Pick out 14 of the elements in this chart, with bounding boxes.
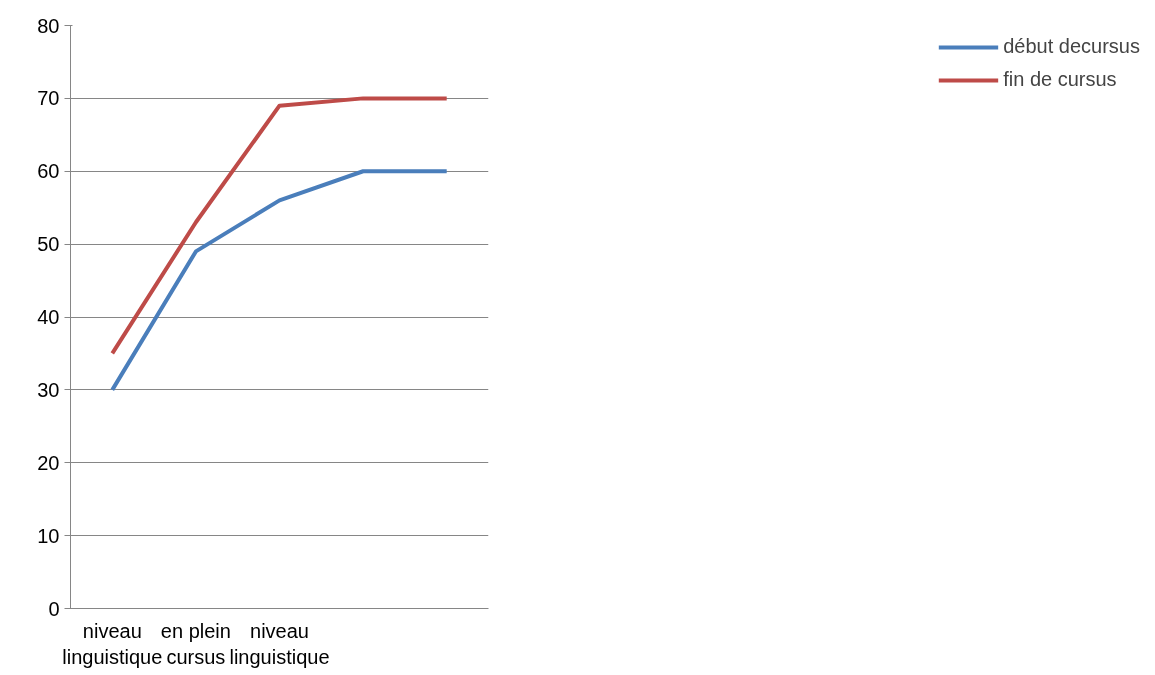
y-tick-label: 0: [48, 597, 60, 620]
y-tick-label: 60: [37, 160, 60, 183]
x-tick-label: niveau linguistique: [229, 619, 330, 668]
y-tick-label: 30: [37, 378, 60, 401]
y-tick-label: 10: [37, 524, 60, 547]
legend-label: fin de cursus: [1003, 68, 1117, 91]
y-tick-label: 20: [37, 451, 60, 474]
line-series: [110, 169, 449, 392]
y-tick-label: 70: [37, 87, 60, 110]
legend-label: début decursus: [1003, 35, 1140, 58]
y-tick-label: 80: [37, 14, 60, 37]
y-tick-label: 50: [37, 233, 60, 256]
y-tick-label: 40: [37, 306, 60, 328]
line-series: [110, 96, 449, 356]
